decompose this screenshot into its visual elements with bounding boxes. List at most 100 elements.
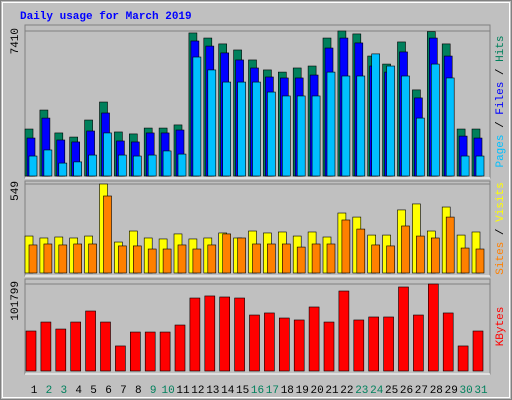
bar: [401, 75, 410, 177]
bar: [386, 65, 395, 177]
bar: [115, 345, 126, 372]
chart-title: Daily usage for March 2019: [20, 11, 192, 23]
x-tick-label: 17: [266, 385, 279, 397]
bar: [162, 248, 172, 274]
legend-entry: Visits: [495, 182, 507, 222]
x-tick-label: 22: [340, 385, 353, 397]
x-tick-label: 28: [430, 385, 443, 397]
bar: [234, 297, 245, 372]
legend-separator: /: [495, 222, 507, 242]
bar: [460, 247, 470, 274]
bar: [416, 235, 425, 274]
bar: [475, 248, 485, 274]
bar: [308, 306, 320, 372]
bar: [296, 246, 306, 274]
bar: [222, 81, 231, 177]
bar: [73, 161, 82, 177]
bar: [159, 331, 171, 372]
bar: [55, 328, 67, 372]
legend-entry: Hits: [495, 35, 507, 61]
bar: [460, 155, 470, 177]
bar: [28, 155, 38, 177]
bar: [430, 237, 440, 274]
bar: [73, 243, 82, 274]
bar: [311, 243, 321, 274]
bar: [341, 75, 351, 177]
x-tick-label: 26: [400, 385, 413, 397]
bar: [326, 243, 336, 274]
x-tick-label: 15: [236, 385, 249, 397]
bar: [237, 81, 246, 177]
legend-separator: /: [495, 115, 507, 135]
bar: [457, 345, 469, 372]
bar: [162, 150, 172, 177]
bar: [204, 295, 216, 372]
bar: [252, 243, 261, 274]
bar: [293, 319, 305, 372]
bar: [133, 155, 142, 177]
bar: [103, 195, 112, 274]
bar: [219, 296, 230, 372]
bar: [43, 243, 53, 274]
bar: [103, 132, 112, 177]
bar: [356, 75, 366, 177]
bar: [40, 321, 52, 372]
bar: [174, 324, 186, 372]
x-tick-label: 11: [176, 385, 190, 397]
x-tick-label: 12: [191, 385, 204, 397]
bar: [267, 91, 276, 177]
bar: [25, 330, 37, 372]
bar: [401, 225, 410, 274]
bar: [371, 53, 381, 177]
bar: [472, 330, 484, 372]
legend-entry: KBytes: [495, 307, 507, 347]
bar: [338, 290, 350, 372]
bar: [267, 243, 276, 274]
x-tick-label: 4: [75, 385, 82, 397]
bar: [88, 243, 97, 274]
bar: [398, 286, 409, 372]
legend-entry: Files: [495, 82, 507, 115]
bar: [100, 321, 111, 372]
bar: [341, 219, 351, 274]
x-tick-label: 21: [325, 385, 339, 397]
x-tick-label: 9: [150, 385, 157, 397]
y-tick-label: 549: [10, 181, 22, 201]
bar: [383, 316, 394, 372]
bar: [311, 95, 321, 177]
x-tick-label: 14: [221, 385, 235, 397]
bar: [118, 154, 127, 177]
bar: [133, 245, 142, 274]
bar: [85, 310, 96, 372]
y-tick-label: 101799: [10, 281, 22, 321]
bar: [207, 244, 217, 274]
bar: [326, 71, 336, 177]
bar: [192, 248, 202, 274]
bar: [356, 228, 366, 274]
bar: [222, 233, 231, 274]
x-tick-label: 3: [60, 385, 67, 397]
bar: [445, 216, 455, 274]
bar: [281, 243, 291, 274]
bar: [118, 245, 127, 274]
x-tick-label: 30: [459, 385, 472, 397]
bar: [70, 321, 81, 372]
x-tick-label: 20: [310, 385, 323, 397]
bar: [147, 154, 157, 177]
bar: [43, 149, 53, 177]
x-tick-label: 31: [474, 385, 488, 397]
bar: [147, 248, 157, 274]
x-tick-label: 10: [161, 385, 174, 397]
x-tick-label: 19: [296, 385, 309, 397]
bar: [144, 331, 156, 372]
x-tick-label: 6: [105, 385, 112, 397]
bar: [252, 81, 261, 177]
x-tick-label: 23: [355, 385, 368, 397]
x-tick-label: 13: [206, 385, 219, 397]
bar: [353, 319, 365, 372]
bar: [264, 312, 275, 372]
bar: [475, 155, 485, 177]
bar: [58, 244, 68, 274]
